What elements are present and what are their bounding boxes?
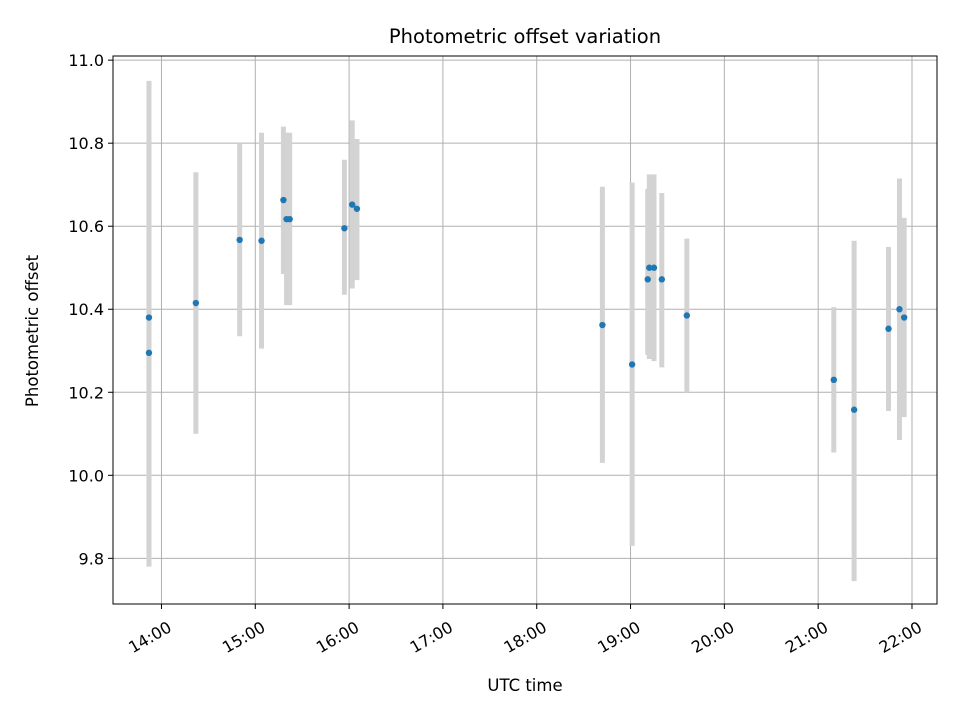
data-point (280, 196, 287, 204)
data-point (850, 406, 858, 413)
data-point (830, 376, 838, 384)
data-point (349, 201, 356, 208)
y-tick-label: 11.0 (68, 51, 104, 70)
plot-frame (112, 55, 938, 605)
data-point (658, 276, 666, 283)
data-point (353, 205, 361, 212)
y-tick-label: 10.0 (68, 466, 104, 485)
data-point (650, 264, 658, 271)
data-point (286, 215, 293, 223)
data-point (599, 321, 606, 329)
data-point (644, 276, 651, 283)
y-tick-label: 10.4 (68, 300, 104, 319)
data-point (646, 264, 653, 271)
chart-title: Photometric offset variation (389, 25, 661, 48)
data-point (145, 314, 153, 321)
y-tick-label: 10.6 (68, 217, 104, 236)
y-axis-label: Photometric offset (23, 254, 42, 407)
data-points (145, 196, 908, 413)
x-axis-label: UTC time (487, 676, 562, 695)
data-point (628, 361, 636, 368)
data-point (258, 237, 265, 244)
y-tick-label: 9.8 (79, 549, 104, 568)
data-point (900, 314, 908, 321)
data-point (192, 299, 200, 307)
data-point (885, 325, 892, 332)
data-point (341, 225, 348, 232)
data-point (896, 306, 903, 313)
y-tick-label: 10.2 (68, 383, 104, 402)
data-point (145, 349, 153, 357)
y-tick-label: 10.8 (68, 134, 104, 153)
data-point (683, 312, 691, 319)
data-point (236, 236, 243, 244)
